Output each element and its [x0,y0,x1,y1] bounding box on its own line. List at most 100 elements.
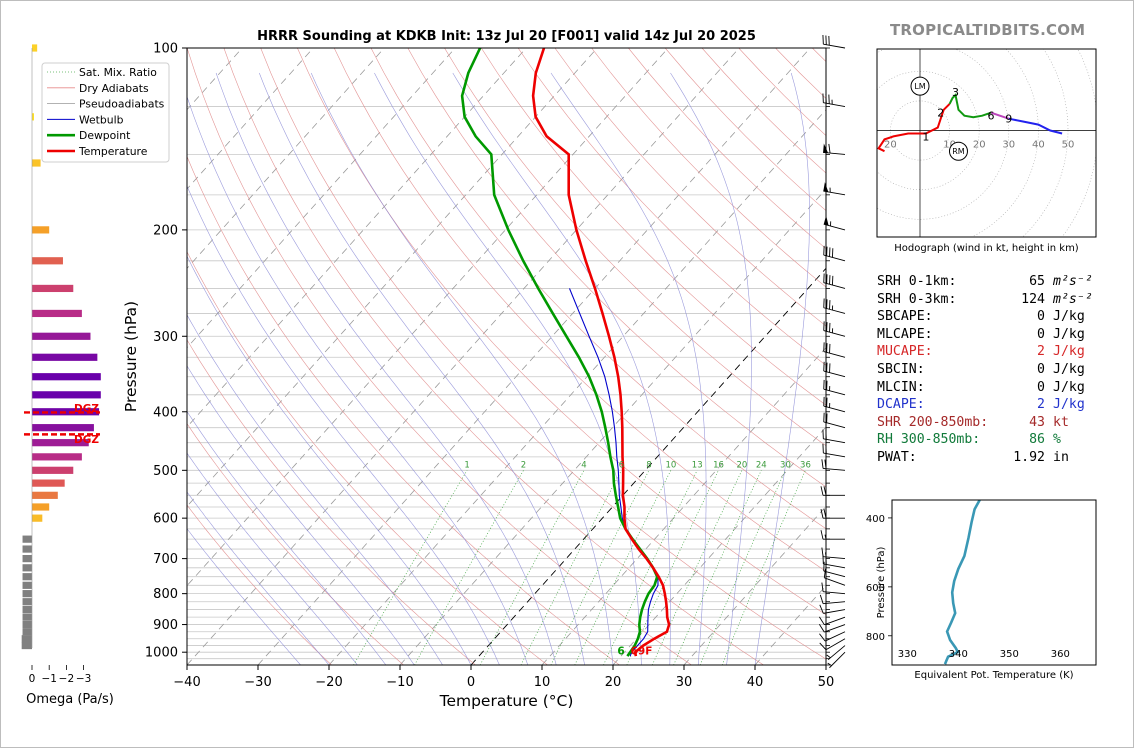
stat-unit: J/kg [1053,309,1085,325]
mixing-ratio-label: 16 [713,460,724,470]
stat-label: MUCAPE: [877,344,933,360]
isotherm-line [328,109,826,665]
x-axis-label: Temperature (°C) [439,692,574,710]
wind-barb [827,651,846,669]
legend-entry-label: Dewpoint [79,129,130,142]
omega-bar [22,605,32,614]
wind-barb [823,561,846,578]
wind-barb [821,547,846,560]
wind-barb [819,604,846,614]
hodograph-ring-label: 50 [1062,140,1075,151]
omega-bar [32,353,98,361]
hodograph-frame [876,48,1097,238]
stat-label: MLCIN: [877,379,925,395]
mixing-ratio-label: 4 [581,460,586,470]
mixing-ratio-label: 24 [756,460,767,470]
wind-barb [826,645,846,661]
y-tick-label: 1000 [145,646,178,661]
hodograph-marker [910,76,930,96]
hodograph-height-label: 9 [1005,113,1012,126]
hodograph-ring-label: 20 [884,140,897,151]
stat-unit: J/kg [1053,362,1085,377]
mixing-ratio-label: 10 [665,460,676,470]
dgz-label-top: DGZ [74,403,99,415]
mixing-ratio-label: 2 [521,460,526,470]
dry-adiabat-line [444,48,826,447]
theta-e-x-tick-label: 350 [1000,649,1019,660]
isotherm-line [187,48,598,507]
omega-bar [22,545,32,553]
dry-adiabat-line [187,423,404,665]
hodograph-height-label: 2 [937,107,944,120]
stat-unit: J/kg [1053,397,1085,413]
series-temperature-line [531,48,671,657]
wind-barb [818,616,846,626]
omega-bar [22,628,32,636]
stat-value: 2 [1037,344,1045,360]
brand-watermark: TROPICALTIDBITS.COM [890,21,1086,39]
moist-adiabat-line [187,314,443,665]
mixing-ratio-label: 20 [736,460,747,470]
wind-barb [819,638,846,651]
hodograph-marker [948,141,968,161]
stat-value: 0 [1037,362,1045,377]
x-tick-label: 10 [534,675,551,690]
mixing-ratio-line [550,470,650,665]
moist-adiabat-line [187,95,529,665]
stat-row: SHR 200-850mb: 43 kt [877,414,1069,432]
isotherm-line [470,267,826,665]
x-tick-label: 0 [467,675,475,690]
hodograph-ring-label: 20 [973,140,986,151]
stat-row: SRH 0-3km: 124 m²s⁻² [877,291,1093,309]
omega-bar [32,226,50,234]
wind-barb [820,530,845,540]
omega-bar [32,479,65,487]
omega-bar [22,581,32,589]
wind-barb [823,568,846,586]
isotherm-line [187,48,456,349]
omega-bar [22,590,32,598]
wind-barb [823,379,846,396]
stat-label: SRH 0-1km: [877,274,957,289]
wind-barb [820,486,845,496]
dry-adiabat-line [223,48,764,665]
mixing-ratio-label: 1 [464,460,469,470]
y-axis-label: Pressure (hPa) [122,301,140,412]
omega-bar [22,555,32,563]
dry-adiabat-line [481,48,826,406]
legend-entry-label: Temperature [78,145,148,158]
moist-adiabat-line [187,528,301,665]
surface-temp-label: 69F [631,645,653,657]
dry-adiabat-line [187,504,332,665]
omega-bar [32,332,91,340]
isotherm-line [187,48,669,587]
dry-adiabat-line [187,155,620,665]
wind-barb [823,321,846,337]
moist-adiabat-line [259,72,585,665]
skewt-axes-frame [186,47,827,666]
mixing-ratio-line [673,470,762,665]
wind-barb [821,459,846,471]
stat-value: 124 [1021,291,1045,307]
surface-dewpoint-label: 6 [617,645,624,657]
wind-barb [823,273,846,289]
hodograph-ring-label: 40 [1032,140,1045,151]
isotherm-line [187,48,527,428]
wind-barb [823,396,846,413]
x-tick-label: 30 [676,675,693,690]
theta-e-y-tick-label: 600 [866,583,885,594]
omega-bar [21,641,32,650]
omega-bar [22,620,32,629]
moist-adiabat-line [550,72,707,665]
stat-value: 0 [1037,309,1045,325]
hodograph-height-label: 1 [922,130,929,143]
mixing-ratio-line [651,470,743,665]
hodograph-ring-label: 10 [943,140,956,151]
stat-unit: % [1053,432,1061,448]
wind-barb [823,298,846,314]
mixing-ratio-label: 8 [646,460,651,470]
isotherm-line [187,48,385,269]
chart-title: HRRR Sounding at KDKB Init: 13z Jul 20 [… [257,29,756,44]
omega-bar [22,564,32,572]
